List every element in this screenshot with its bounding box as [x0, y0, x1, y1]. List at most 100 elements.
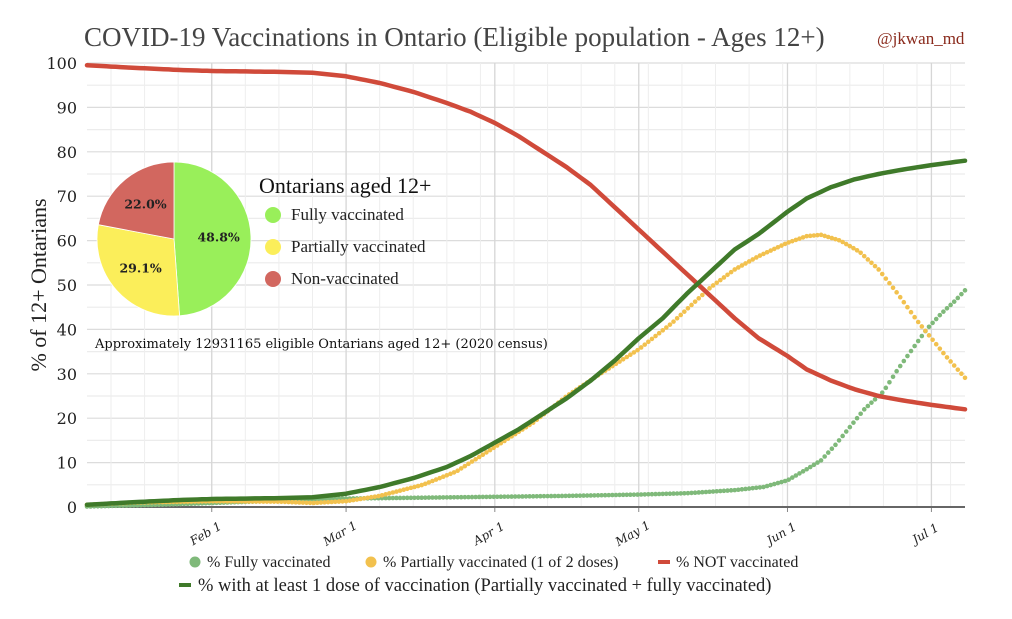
series-line [84, 62, 968, 412]
data-point [807, 233, 813, 239]
data-point [793, 237, 799, 243]
data-point [919, 333, 925, 339]
data-point [775, 244, 781, 250]
data-point [743, 261, 748, 266]
data-point [793, 473, 799, 478]
data-point [915, 319, 921, 325]
data-point [941, 350, 946, 356]
data-point [538, 493, 543, 499]
pie-legend-label: Partially vaccinated [291, 237, 426, 256]
data-point [782, 241, 788, 247]
pie-slice [97, 161, 175, 240]
data-point [617, 492, 622, 498]
data-point [815, 460, 820, 465]
data-point [779, 243, 784, 248]
data-point [271, 499, 277, 504]
data-point [746, 486, 752, 491]
data-point [721, 275, 727, 280]
data-point [297, 500, 302, 505]
data-point [869, 400, 874, 405]
data-point [761, 251, 766, 257]
data-point [282, 499, 288, 505]
data-point [653, 333, 658, 339]
data-point [350, 497, 356, 503]
data-point [901, 299, 907, 305]
data-point [937, 312, 943, 318]
data-point [592, 493, 597, 498]
data-point [656, 330, 662, 336]
data-point [818, 458, 824, 463]
data-point [314, 500, 320, 506]
pie-legend-label: Non-vaccinated [291, 269, 399, 288]
data-point [843, 429, 849, 434]
data-point [707, 489, 712, 495]
data-point [923, 328, 928, 334]
data-point [667, 491, 673, 497]
data-point [797, 471, 802, 476]
data-point [415, 483, 421, 489]
data-point [422, 481, 428, 487]
data-point [491, 445, 496, 451]
y-tick-label: 60 [57, 232, 77, 251]
data-point [804, 233, 809, 239]
data-point [714, 280, 720, 286]
data-point [455, 494, 460, 500]
data-point [912, 314, 917, 320]
data-point [883, 385, 889, 391]
data-point [476, 494, 482, 500]
data-point [858, 250, 863, 256]
y-tick-label: 90 [57, 98, 77, 117]
data-point [887, 280, 892, 286]
data-point [930, 337, 935, 343]
data-point [455, 468, 460, 474]
x-tick-label: Mar 1 [320, 518, 360, 549]
data-point [901, 358, 907, 364]
data-point [340, 499, 345, 504]
data-point [764, 249, 770, 255]
data-point [437, 495, 442, 500]
data-point [933, 341, 939, 347]
data-point [412, 495, 417, 501]
data-point [800, 235, 806, 240]
data-point [919, 324, 925, 329]
data-point [599, 492, 604, 498]
data-point [779, 479, 784, 485]
x-tick-label: May 1 [612, 518, 652, 549]
data-point [933, 316, 939, 322]
data-point [861, 253, 867, 259]
data-point [646, 492, 651, 497]
data-point [926, 324, 932, 330]
data-point [782, 478, 788, 484]
y-tick-label: 20 [57, 409, 77, 428]
data-point [552, 493, 558, 499]
data-point [962, 375, 968, 381]
data-point [624, 354, 630, 360]
data-point [397, 495, 403, 501]
data-point [480, 494, 486, 500]
data-point [451, 470, 457, 475]
data-point [851, 245, 856, 251]
data-point [941, 309, 946, 314]
data-point [876, 267, 881, 272]
data-point [606, 492, 612, 498]
data-point [912, 343, 917, 349]
data-point [858, 411, 863, 417]
data-point [800, 469, 806, 474]
data-point [440, 474, 446, 480]
data-point [710, 489, 716, 494]
data-point [689, 490, 694, 496]
data-point [775, 480, 781, 486]
data-point [487, 447, 493, 453]
data-point [610, 492, 615, 498]
data-point [642, 492, 648, 497]
data-point [631, 350, 637, 355]
data-point [422, 495, 428, 500]
data-point [926, 333, 932, 338]
data-point [563, 493, 568, 499]
data-point [890, 285, 896, 291]
data-point [437, 475, 442, 481]
data-point [307, 500, 313, 506]
data-point [948, 302, 953, 308]
data-point [710, 283, 716, 288]
data-point [469, 494, 475, 500]
